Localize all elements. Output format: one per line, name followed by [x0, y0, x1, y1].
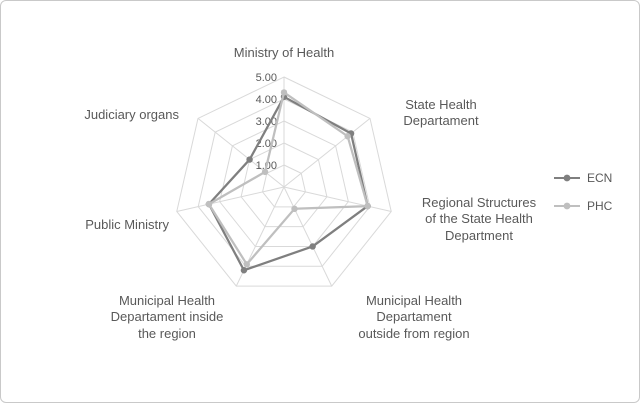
ecn-line-marker-icon [554, 174, 580, 182]
grid-ring [240, 142, 328, 228]
axis-tick-label: 5.00 [256, 72, 277, 84]
series-marker-phc [205, 200, 213, 208]
grid-spoke [197, 118, 285, 188]
grid-spoke [283, 186, 392, 212]
axis-label-municipal-inside-region: Municipal Health Departament inside the … [110, 293, 224, 341]
grid-spoke [283, 118, 371, 188]
grid-spoke [283, 186, 333, 287]
axis-tick-label: 4.00 [256, 94, 277, 106]
series-marker-phc [291, 205, 298, 213]
axis-label-ministry-of-health: Ministry of Health [233, 45, 335, 60]
axis-label-regional-structures: Regional Structures of the State Health … [421, 195, 537, 243]
series-marker-phc [243, 261, 250, 268]
legend-item-phc[interactable]: PHC [553, 199, 612, 213]
series-marker-ecn [309, 243, 316, 250]
grid-ring [219, 120, 349, 247]
axis-label-public-ministry: Public Ministry [85, 217, 169, 232]
series-marker-phc [344, 133, 351, 140]
series-marker-phc [261, 168, 269, 176]
series-marker-ecn [240, 267, 248, 274]
series-marker-ecn [246, 156, 253, 163]
axis-tick-label: 3.00 [256, 116, 277, 128]
grid-ring [176, 76, 392, 287]
series-line-phc [207, 91, 369, 266]
phc-line-marker-icon [554, 202, 580, 210]
legend-item-ecn[interactable]: ECN [553, 171, 612, 185]
series-line-ecn [207, 95, 369, 272]
axis-label-state-health-departament: State Health Departament [403, 97, 479, 129]
grid-ring [262, 164, 306, 208]
grid-spoke [176, 186, 285, 212]
series-marker-phc [280, 89, 288, 96]
axis-label-municipal-outside-region: Municipal Health Departament outside fro… [358, 293, 470, 341]
grid-ring [197, 98, 371, 267]
axis-label-judiciary-organs: Judiciary organs [84, 107, 179, 122]
series-marker-phc [364, 202, 371, 210]
legend-label-phc: PHC [587, 199, 613, 213]
legend-label-ecn: ECN [587, 171, 613, 185]
legend: ECN PHC [553, 171, 612, 213]
